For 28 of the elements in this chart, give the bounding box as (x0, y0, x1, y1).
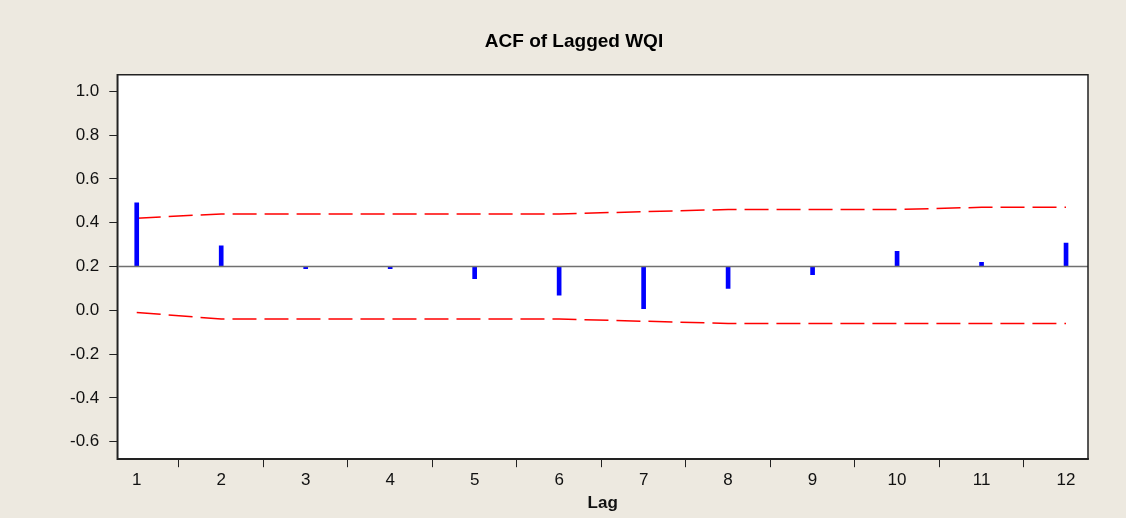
x-tick-label: 8 (723, 470, 733, 490)
y-tick-label: 1.0 (75, 80, 100, 100)
y-tick-label: -0.6 (70, 431, 100, 451)
line-series (135, 311, 1067, 325)
bar (472, 266, 477, 280)
y-tick-label: 0.6 (75, 168, 100, 188)
x-tick-label: 12 (1056, 470, 1076, 490)
x-axis-title: Lag (587, 493, 618, 513)
y-tick-label: 0.2 (75, 256, 100, 276)
x-tick-label: 7 (638, 470, 649, 490)
x-tick-label: 3 (300, 470, 311, 490)
x-tick-label: 6 (554, 470, 564, 490)
bar (134, 202, 140, 267)
y-tick-label: 0.4 (75, 212, 100, 232)
y-tick-label: -0.4 (70, 387, 100, 407)
y-tick-label: 0.8 (75, 124, 100, 144)
x-tick-label: 2 (216, 470, 226, 490)
y-tick-label: -0.2 (70, 343, 100, 363)
x-tick-label: 11 (972, 470, 991, 490)
y-tick-label: 0.0 (75, 299, 100, 319)
x-tick-label: 10 (887, 470, 907, 490)
bar (641, 266, 646, 310)
chart-title: ACF of Lagged WQI (484, 29, 664, 51)
bar (218, 245, 224, 267)
x-tick-label: 1 (131, 470, 142, 490)
x-tick-label: 9 (807, 470, 818, 490)
x-tick-label: 4 (385, 470, 395, 490)
x-tick-label: 5 (469, 470, 480, 490)
